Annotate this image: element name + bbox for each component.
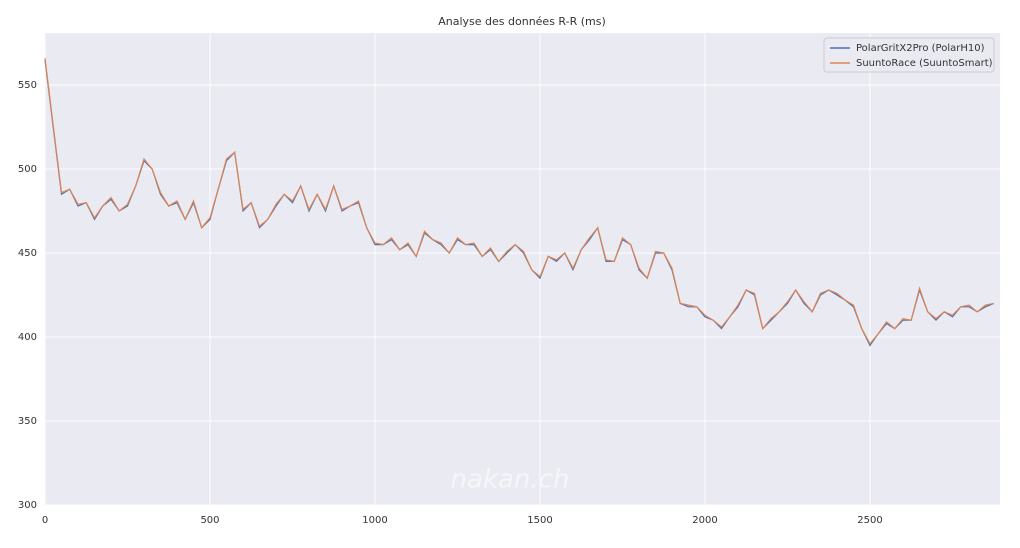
y-tick-label: 350 (18, 416, 37, 427)
x-tick-label: 1000 (362, 515, 387, 526)
x-tick-label: 2000 (692, 515, 717, 526)
plot-area (45, 33, 1000, 505)
y-tick-label: 300 (18, 500, 37, 511)
legend-box (823, 37, 995, 73)
y-tick-label: 550 (18, 80, 37, 91)
legend-label: SuuntoRace (SuuntoSmart) (856, 58, 993, 69)
y-tick-label: 500 (18, 164, 37, 175)
x-tick-label: 2500 (857, 515, 882, 526)
chart-title: Analyse des données R-R (ms) (438, 15, 606, 28)
y-tick-label: 400 (18, 332, 37, 343)
legend-label: PolarGritX2Pro (PolarH10) (856, 43, 985, 54)
x-tick-label: 500 (200, 515, 219, 526)
series-line (44, 58, 994, 345)
y-tick-label: 450 (18, 248, 37, 259)
x-tick-label: 0 (42, 515, 48, 526)
watermark: nakan.ch (451, 465, 570, 495)
x-tick-label: 1500 (527, 515, 552, 526)
